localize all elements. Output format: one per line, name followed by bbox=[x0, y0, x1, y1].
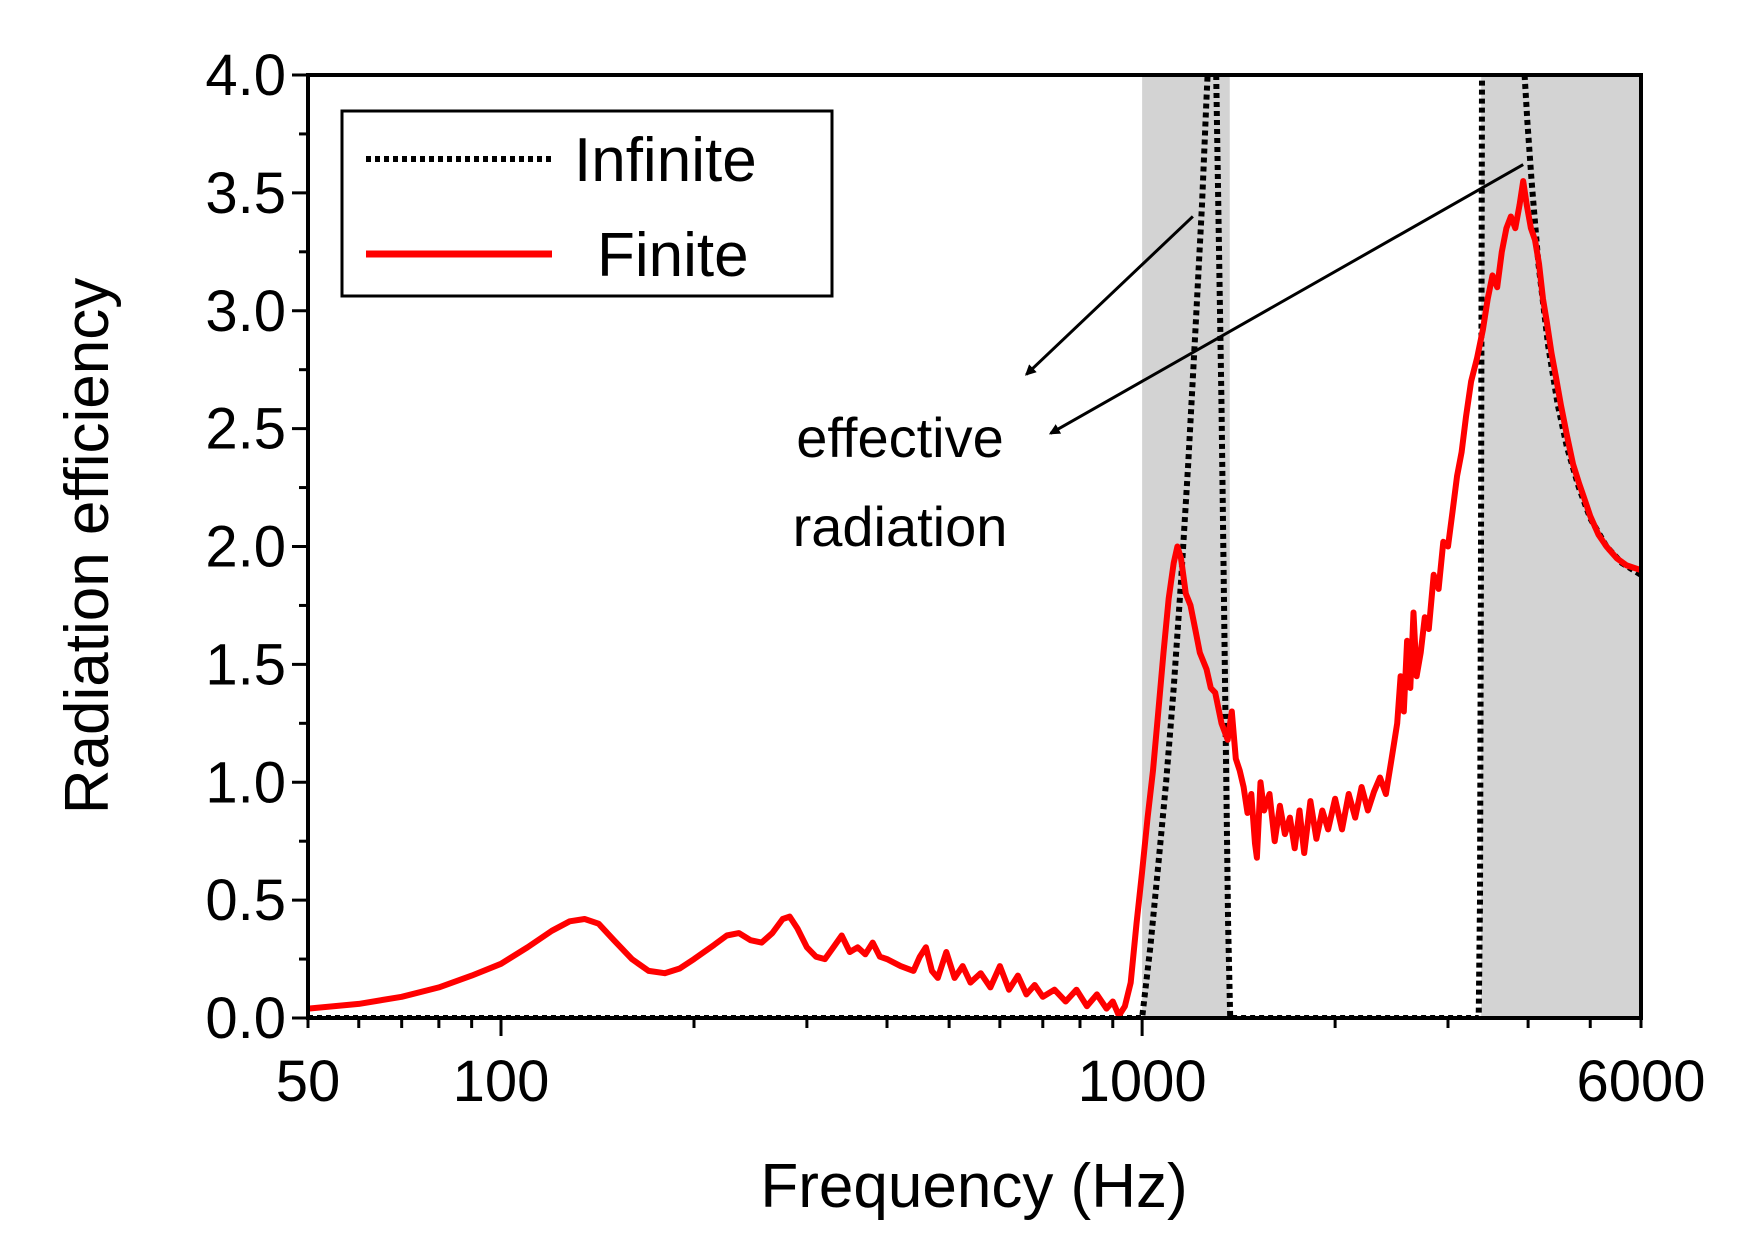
legend: Infinite Finite bbox=[340, 109, 834, 298]
annotation-line-2: radiation bbox=[793, 495, 1008, 558]
annotation-arrow-1 bbox=[1024, 215, 1194, 376]
x-tick-label: 6000 bbox=[1576, 1049, 1705, 1114]
y-tick-label: 2.0 bbox=[205, 515, 286, 580]
x-tick-label: 100 bbox=[453, 1049, 550, 1114]
y-tick-label: 1.5 bbox=[205, 632, 286, 697]
series-infinite-segment-1 bbox=[308, 75, 1211, 1018]
x-tick-label: 50 bbox=[276, 1049, 341, 1114]
series-finite-line bbox=[308, 178, 1641, 1018]
y-tick-label: 0.5 bbox=[205, 868, 286, 933]
legend-box bbox=[340, 109, 834, 298]
annotation-line-1: effective bbox=[796, 406, 1004, 469]
annotation-arrow-2 bbox=[1048, 163, 1524, 435]
y-axis-title: Radiation efficiency bbox=[53, 278, 122, 815]
y-tick-label: 1.0 bbox=[205, 750, 286, 815]
shaded-bands bbox=[1142, 75, 1641, 1018]
y-tick-label: 2.5 bbox=[205, 397, 286, 462]
x-tick-label: 1000 bbox=[1078, 1049, 1207, 1114]
y-tick-label: 4.0 bbox=[205, 43, 286, 108]
ticks bbox=[292, 73, 1643, 1036]
annotation: effective radiation bbox=[793, 163, 1524, 558]
y-tick-label: 3.0 bbox=[205, 279, 286, 344]
legend-label-finite: Finite bbox=[597, 221, 749, 290]
y-tick-label: 3.5 bbox=[205, 161, 286, 226]
series-layer bbox=[308, 75, 1641, 1018]
y-tick-label: 0.0 bbox=[205, 986, 286, 1051]
tick-labels: 0.0 0.5 1.0 1.5 2.0 2.5 3.0 3.5 4.0 50 100 1000 6000 bbox=[205, 43, 1705, 1114]
x-axis-title: Frequency (Hz) bbox=[760, 1152, 1187, 1221]
shaded-band-2 bbox=[1481, 75, 1641, 1018]
legend-label-infinite: Infinite bbox=[574, 126, 757, 195]
